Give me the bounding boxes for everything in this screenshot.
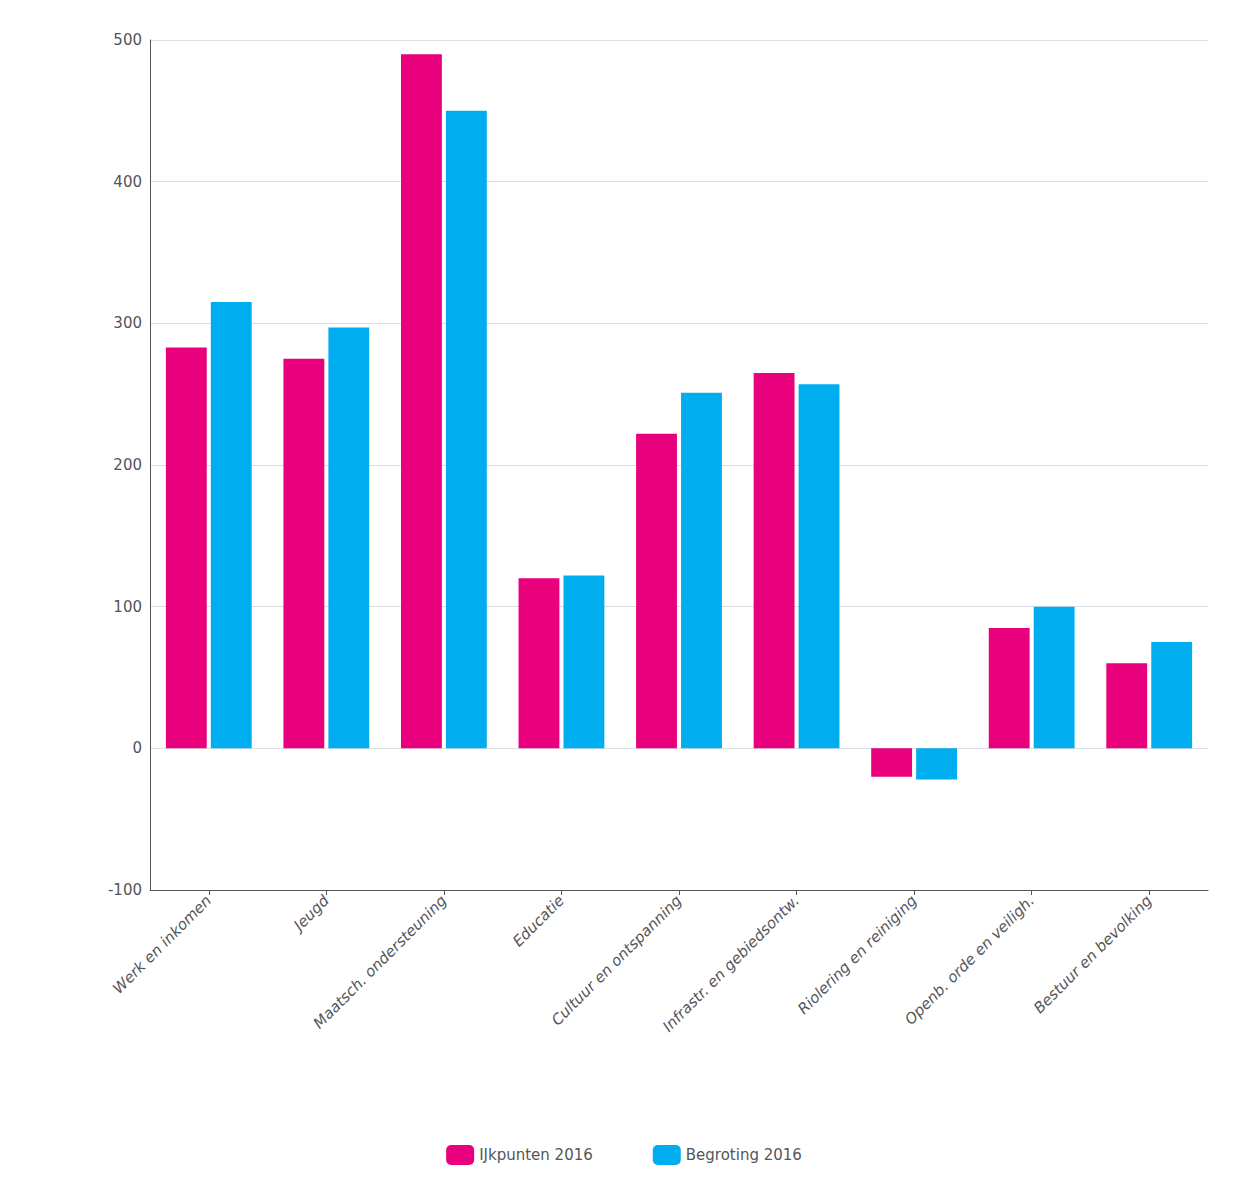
svg-text:Jeugd: Jeugd <box>288 891 333 936</box>
svg-text:Maatsch. ondersteuning: Maatsch. ondersteuning <box>310 892 451 1033</box>
svg-text:Begroting 2016: Begroting 2016 <box>686 1146 802 1164</box>
svg-text:200: 200 <box>113 456 142 474</box>
svg-text:Infrastr. en gebiedsontw.: Infrastr. en gebiedsontw. <box>659 892 803 1036</box>
svg-text:100: 100 <box>113 598 142 616</box>
svg-text:300: 300 <box>113 314 142 332</box>
svg-text:IJkpunten 2016: IJkpunten 2016 <box>479 1146 593 1164</box>
svg-text:500: 500 <box>113 31 142 49</box>
svg-text:0: 0 <box>132 739 142 757</box>
svg-text:Bestuur en bevolking: Bestuur en bevolking <box>1030 892 1155 1017</box>
svg-text:Werk en inkomen: Werk en inkomen <box>109 892 215 998</box>
svg-text:Cultuur en ontspanning: Cultuur en ontspanning <box>548 892 686 1030</box>
svg-text:Riolering en reiniging: Riolering en reiniging <box>794 892 920 1018</box>
svg-text:-100: -100 <box>108 881 142 899</box>
svg-text:400: 400 <box>113 173 142 191</box>
svg-text:Openb. orde en veiligh.: Openb. orde en veiligh. <box>901 892 1038 1029</box>
svg-text:Educatie: Educatie <box>509 892 568 951</box>
